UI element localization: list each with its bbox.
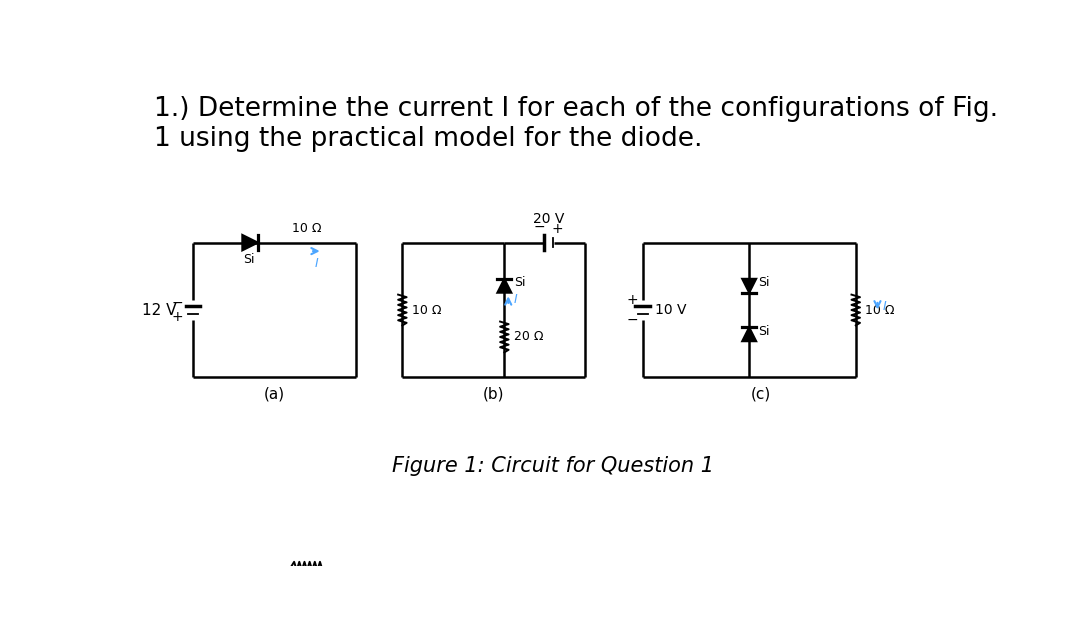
Text: 1 using the practical model for the diode.: 1 using the practical model for the diod… [154,125,703,151]
Text: −: − [171,296,183,310]
Polygon shape [742,328,756,341]
Text: Si: Si [514,276,525,289]
Text: Si: Si [758,276,770,289]
Polygon shape [242,235,258,251]
Text: 12 V: 12 V [141,303,176,317]
Text: (b): (b) [483,387,504,401]
Text: −: − [534,220,545,234]
Text: (c): (c) [751,387,771,401]
Text: 20 Ω: 20 Ω [514,331,543,343]
Text: 1.) Determine the current I for each of the configurations of Fig.: 1.) Determine the current I for each of … [154,96,999,122]
Text: +: + [552,223,563,237]
Text: −: − [626,313,638,327]
Text: 10 V: 10 V [656,303,687,317]
Text: 10 Ω: 10 Ω [411,303,441,317]
Text: 20 V: 20 V [532,212,564,226]
Text: Si: Si [758,325,770,338]
Text: I: I [514,293,517,306]
Text: +: + [171,310,183,324]
Text: +: + [626,293,638,307]
Text: 10 Ω: 10 Ω [293,222,322,235]
Text: Si: Si [243,252,254,266]
Text: (a): (a) [264,387,285,401]
Text: 10 Ω: 10 Ω [865,303,894,317]
Polygon shape [742,279,756,293]
Polygon shape [498,279,511,293]
Text: I: I [314,258,319,270]
Text: Figure 1: Circuit for Question 1: Figure 1: Circuit for Question 1 [392,456,715,476]
Text: I: I [882,300,887,313]
